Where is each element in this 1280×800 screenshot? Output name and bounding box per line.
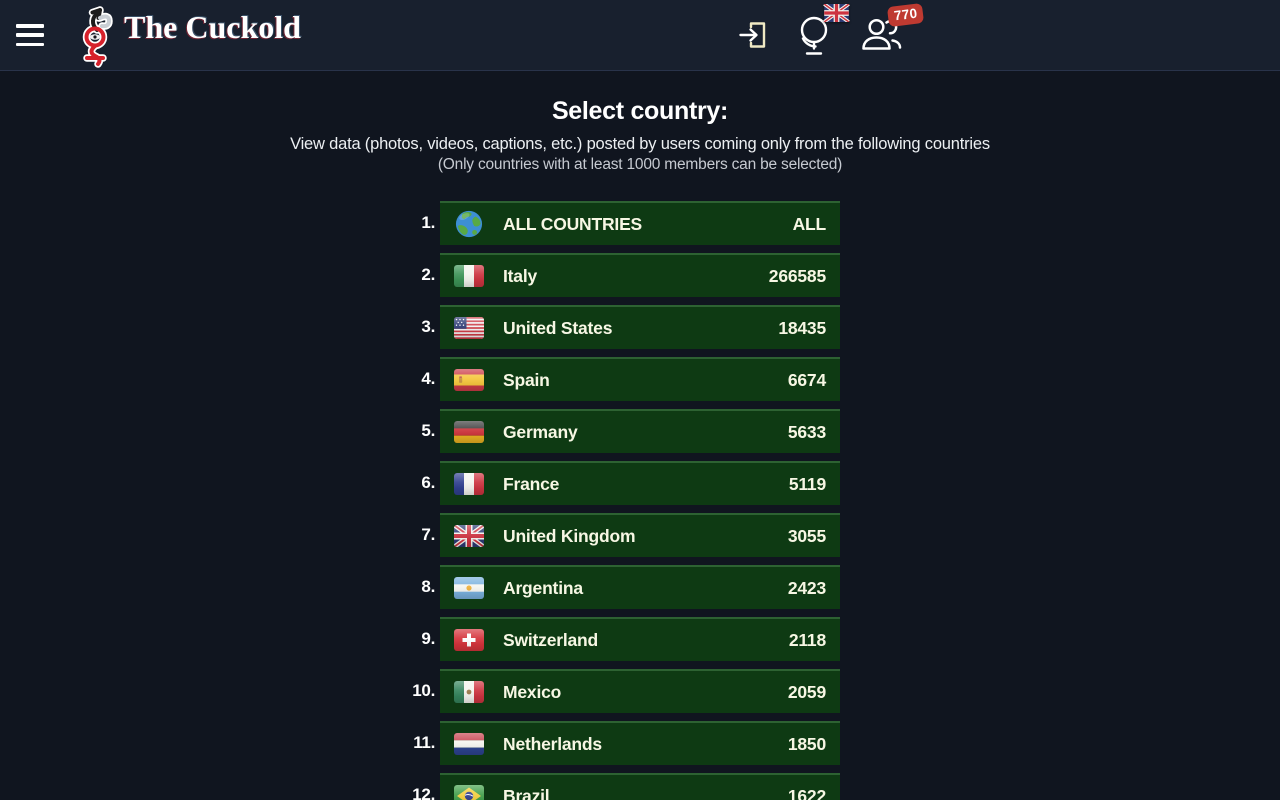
country-link-united-states[interactable]: United States 18435: [440, 305, 840, 349]
country-row-argentina: 8. Argentina 2423: [421, 565, 840, 609]
country-link-all-countries[interactable]: ALL COUNTRIES ALL: [440, 201, 840, 245]
country-rank: 12.: [412, 785, 435, 800]
members-button[interactable]: 770: [857, 2, 925, 58]
members-count-badge: 770: [886, 2, 925, 27]
country-rank: 8.: [421, 577, 435, 596]
country-rank: 10.: [412, 681, 435, 700]
country-name: Spain: [503, 369, 550, 390]
country-rank: 4.: [421, 369, 435, 388]
country-count: ALL: [792, 213, 827, 234]
country-row-brazil: 12. Brazil 1622: [412, 773, 840, 800]
country-rank: 3.: [421, 317, 435, 336]
country-list: 1. ALL COUNTRIES ALL 2. Italy 266585 3. United …: [412, 201, 840, 800]
page-note: (Only countries with at least 1000 membe…: [437, 156, 843, 173]
country-name: Mexico: [503, 681, 562, 702]
country-name: Switzerland: [503, 629, 599, 650]
country-row-germany: 5. Germany 5633: [421, 409, 840, 453]
switzerland-flag-icon: [454, 629, 484, 651]
page-title: Select country:: [551, 97, 729, 125]
country-count: 1622: [787, 785, 826, 800]
brazil-flag-icon: [454, 785, 484, 800]
country-link-mexico[interactable]: Mexico 2059: [440, 669, 840, 713]
country-name: ALL COUNTRIES: [503, 213, 643, 234]
country-name: Argentina: [503, 577, 583, 598]
country-rank: 2.: [421, 265, 435, 284]
site-title: The Cuckold: [124, 9, 301, 45]
country-link-switzerland[interactable]: Switzerland 2118: [440, 617, 840, 661]
site-logo[interactable]: The Cuckold: [76, 2, 301, 68]
mexico-flag-icon: [454, 681, 484, 703]
globe-stand-icon: [800, 16, 828, 55]
country-count: 18435: [778, 317, 826, 338]
country-row-mexico: 10. Mexico 2059: [412, 669, 840, 713]
country-count: 5633: [787, 421, 826, 442]
united-states-flag-icon: [454, 317, 484, 339]
country-count: 2059: [787, 681, 826, 702]
france-flag-icon: [454, 473, 484, 495]
country-name: Netherlands: [503, 733, 602, 754]
country-row-france: 6. France 5119: [421, 461, 840, 505]
login-button[interactable]: [735, 15, 773, 56]
header: The Cuckold: [0, 0, 1280, 71]
country-link-united-kingdom[interactable]: United Kingdom 3055: [440, 513, 840, 557]
country-count: 2423: [787, 577, 826, 598]
country-name: Brazil: [503, 785, 550, 800]
country-row-italy: 2. Italy 266585: [421, 253, 840, 297]
cuckold-logo-icon: [82, 6, 113, 68]
header-actions: 770: [735, 0, 925, 70]
country-count: 2118: [788, 629, 826, 650]
spain-flag-icon: [454, 369, 484, 391]
country-count: 5119: [788, 473, 826, 494]
country-row-netherlands: 11. Netherlands 1850: [413, 721, 840, 765]
country-name: United Kingdom: [503, 525, 636, 546]
country-rank: 9.: [421, 629, 435, 648]
country-rank: 6.: [421, 473, 435, 492]
country-rank: 1.: [421, 213, 435, 232]
united-kingdom-flag-icon: [454, 525, 484, 547]
country-count: 6674: [787, 369, 826, 390]
germany-flag-icon: [454, 421, 484, 443]
country-link-spain[interactable]: Spain 6674: [440, 357, 840, 401]
country-link-france[interactable]: France 5119: [440, 461, 840, 505]
country-link-argentina[interactable]: Argentina 2423: [440, 565, 840, 609]
login-icon: [739, 21, 766, 48]
argentina-flag-icon: [454, 577, 484, 599]
page-subtitle: View data (photos, videos, captions, etc…: [290, 135, 990, 153]
country-link-netherlands[interactable]: Netherlands 1850: [440, 721, 840, 765]
language-button[interactable]: [793, 3, 850, 60]
country-link-italy[interactable]: Italy 266585: [440, 253, 840, 297]
country-row-united-states: 3. United States 18435: [421, 305, 840, 349]
country-name: United States: [503, 317, 613, 338]
country-name: Germany: [503, 421, 578, 442]
italy-flag-icon: [454, 265, 484, 287]
globe-icon: [454, 210, 484, 238]
country-rank: 5.: [421, 421, 435, 440]
country-row-united-kingdom: 7. United Kingdom 3055: [421, 513, 840, 557]
netherlands-flag-icon: [454, 733, 484, 755]
country-row-all-countries: 1. ALL COUNTRIES ALL: [421, 201, 840, 245]
country-count: 266585: [768, 265, 826, 286]
country-count: 1850: [787, 733, 826, 754]
country-row-switzerland: 9. Switzerland 2118: [421, 617, 840, 661]
country-row-spain: 4. Spain 6674: [421, 357, 840, 401]
country-name: France: [503, 473, 560, 494]
country-rank: 11.: [413, 733, 435, 752]
uk-flag-icon: [823, 3, 850, 22]
main-content: Select country: View data (photos, video…: [0, 71, 1280, 800]
hamburger-menu-icon[interactable]: [16, 22, 46, 48]
country-link-brazil[interactable]: Brazil 1622: [440, 773, 840, 800]
country-link-germany[interactable]: Germany 5633: [440, 409, 840, 453]
country-name: Italy: [503, 265, 538, 286]
country-rank: 7.: [421, 525, 435, 544]
country-count: 3055: [787, 525, 826, 546]
